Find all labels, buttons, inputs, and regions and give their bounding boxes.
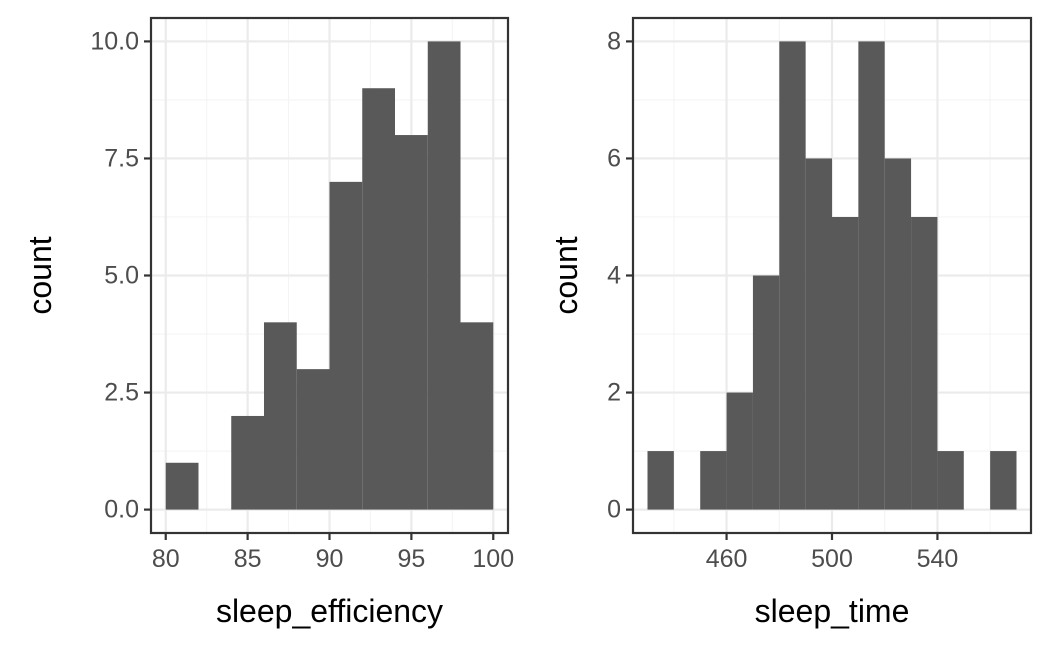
sleep-time-x-tick-label: 500 xyxy=(811,545,853,573)
sleep-time-histogram-bar xyxy=(832,216,859,510)
sleep-time-y-tick-label: 8 xyxy=(607,27,621,55)
sleep-efficiency-x-tick-label: 95 xyxy=(397,545,425,573)
sleep-time-histogram-bar xyxy=(726,392,753,510)
sleep-efficiency-histogram-bar xyxy=(427,41,461,510)
sleep-efficiency-histogram-bar xyxy=(165,462,199,510)
sleep-time-y-tick-label: 2 xyxy=(607,379,621,407)
sleep-efficiency-histogram-bar xyxy=(395,135,428,510)
sleep-efficiency-histogram-bar xyxy=(460,322,494,510)
sleep-time-histogram-bar xyxy=(911,216,938,510)
sleep-efficiency-histogram-bar xyxy=(296,369,330,510)
sleep-efficiency-x-tick-label: 80 xyxy=(152,545,180,573)
sleep-efficiency-y-tick-label: 7.5 xyxy=(104,144,139,172)
sleep-time-histogram-bar xyxy=(700,451,727,510)
sleep-efficiency-x-tick-label: 90 xyxy=(316,545,344,573)
sleep-efficiency-histogram-bar xyxy=(263,322,297,510)
sleep-efficiency-x-axis-title: sleep_efficiency xyxy=(216,593,443,629)
sleep-time-y-tick-label: 6 xyxy=(607,144,621,172)
sleep-time-histogram-bar xyxy=(805,158,832,510)
sleep-efficiency-histogram-bar xyxy=(329,181,363,510)
sleep-time-histogram-bar xyxy=(937,451,964,510)
sleep-time-y-tick-label: 4 xyxy=(607,262,621,290)
sleep-time-histogram-bar xyxy=(858,41,885,510)
sleep-time-x-tick-label: 460 xyxy=(706,545,748,573)
sleep-efficiency-histogram-panel: 0.0 2.5 5.0 7.5 10.0 80 85 90 95 100 sleep_efficie… xyxy=(22,16,514,629)
sleep-efficiency-x-tick-label: 85 xyxy=(234,545,262,573)
sleep-time-histogram-bar xyxy=(990,451,1017,510)
sleep-time-y-tick-label: 0 xyxy=(607,496,621,524)
sleep-efficiency-y-tick-label: 0.0 xyxy=(104,496,139,524)
sleep-time-x-axis-title: sleep_time xyxy=(755,593,910,629)
sleep-efficiency-y-tick-label: 5.0 xyxy=(104,262,139,290)
sleep-time-histogram-bar xyxy=(884,158,912,510)
sleep-time-histogram-bar xyxy=(779,41,806,510)
sleep-efficiency-histogram-bar xyxy=(231,415,264,510)
sleep-efficiency-y-axis-title: count xyxy=(22,236,58,314)
sleep-efficiency-histogram-bar xyxy=(362,88,396,510)
sleep-time-x-tick-label: 540 xyxy=(917,545,959,573)
sleep-time-histogram-bar xyxy=(647,451,674,510)
sleep-efficiency-y-tick-label: 2.5 xyxy=(104,379,139,407)
sleep-efficiency-y-tick-label: 10.0 xyxy=(90,27,139,55)
sleep-efficiency-x-tick-label: 100 xyxy=(472,545,514,573)
sleep-time-histogram-bar xyxy=(752,275,780,510)
sleep-time-y-axis-title: count xyxy=(548,236,584,314)
